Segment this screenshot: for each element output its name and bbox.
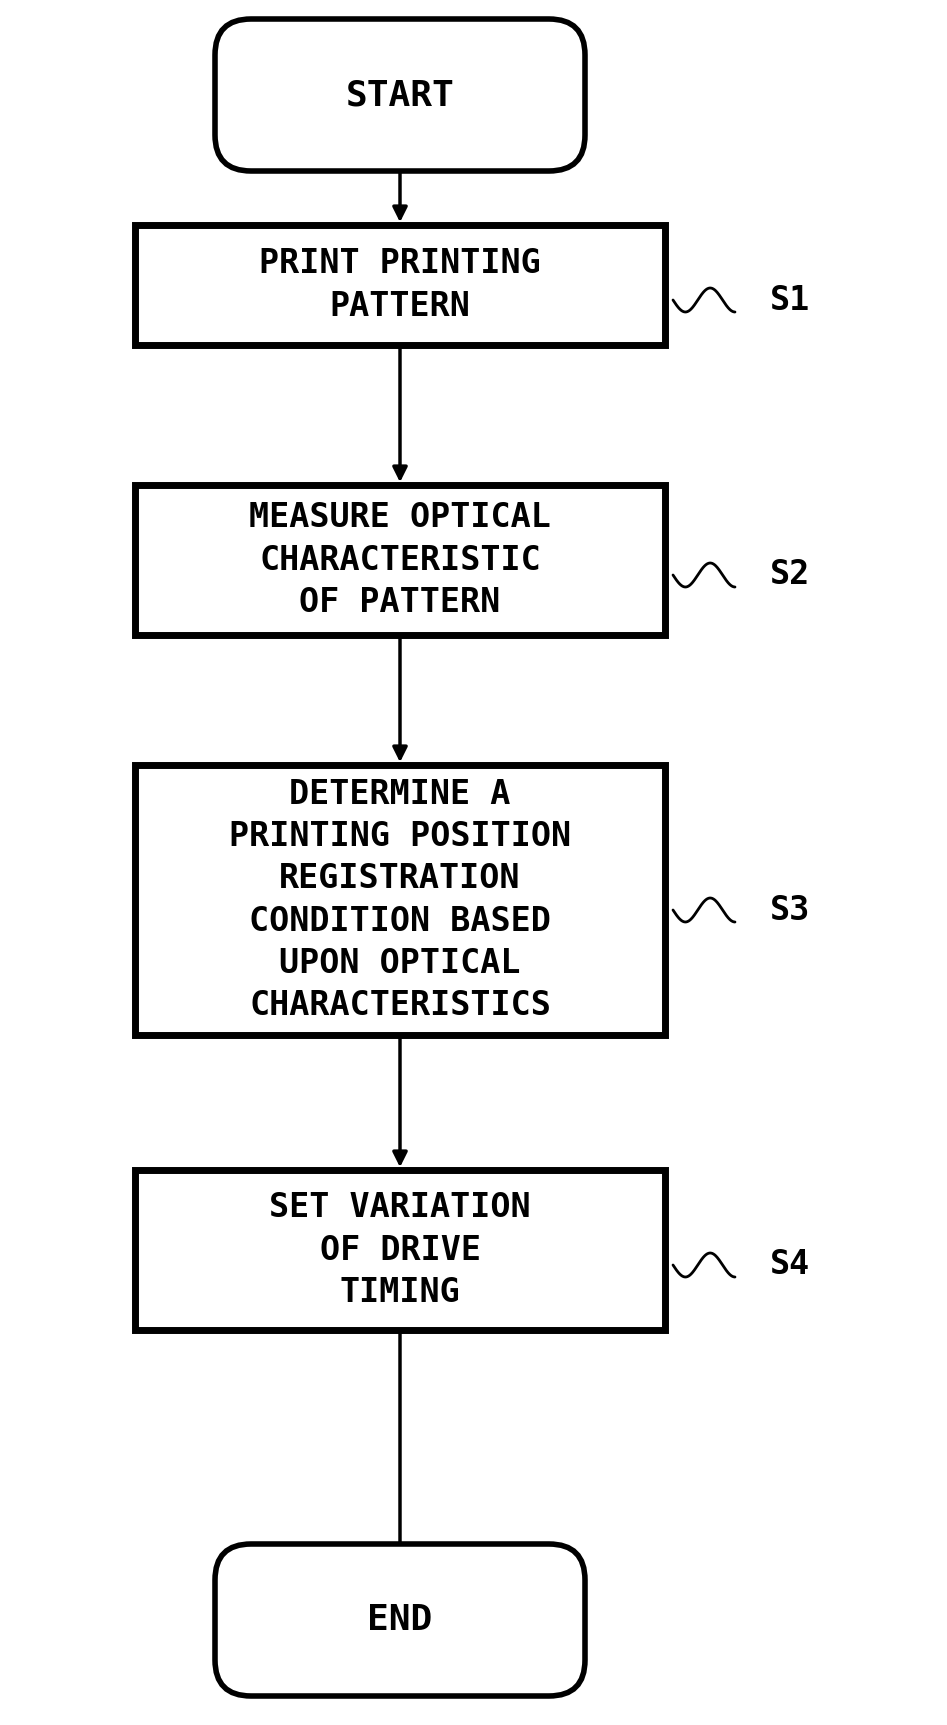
Text: S3: S3 [770,894,811,926]
Bar [135,485,665,635]
Text: MEASURE OPTICAL
CHARACTERISTIC
OF PATTERN: MEASURE OPTICAL CHARACTERISTIC OF PATTER… [249,502,551,619]
Text: END: END [367,1603,433,1637]
Text: S4: S4 [770,1249,811,1282]
FancyBboxPatch shape [215,19,585,171]
Text: DETERMINE A
PRINTING POSITION
REGISTRATION
CONDITION BASED
UPON OPTICAL
CHARACTE: DETERMINE A PRINTING POSITION REGISTRATI… [229,778,571,1021]
FancyBboxPatch shape [215,1544,585,1696]
Text: S1: S1 [770,283,811,316]
Bar [135,1170,665,1330]
Bar [135,224,665,345]
Text: S2: S2 [770,559,811,592]
Text: START: START [346,78,455,112]
Text: SET VARIATION
OF DRIVE
TIMING: SET VARIATION OF DRIVE TIMING [269,1192,531,1309]
Text: PRINT PRINTING
PATTERN: PRINT PRINTING PATTERN [259,247,541,323]
Bar [135,764,665,1035]
